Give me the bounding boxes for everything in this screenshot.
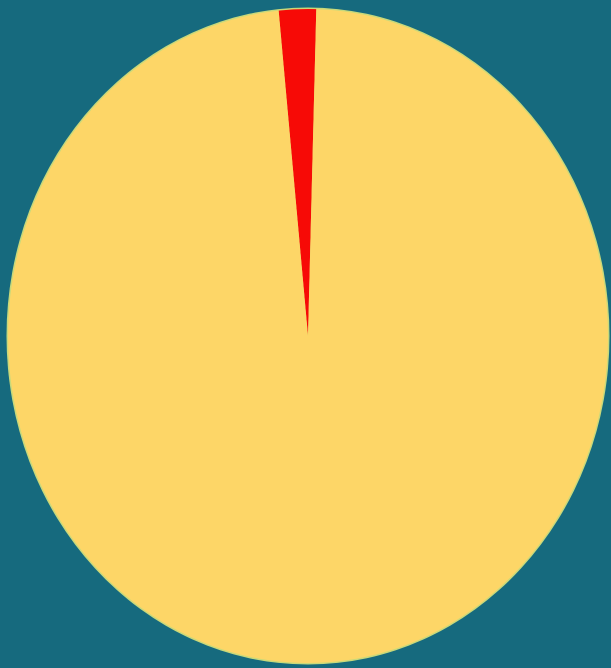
pie-slice-minor — [278, 8, 317, 337]
pie-slice-major — [8, 9, 609, 663]
pie-slices — [8, 8, 609, 663]
